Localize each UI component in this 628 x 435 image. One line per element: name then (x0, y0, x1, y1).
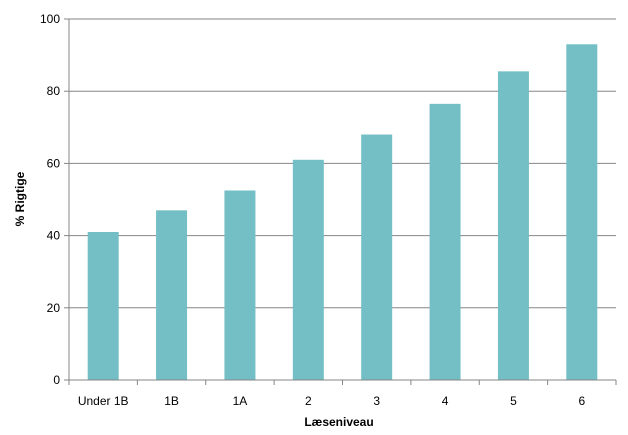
x-tick-label: 1A (233, 394, 248, 408)
y-tick-label: 80 (47, 84, 61, 98)
x-axis-title: Læseniveau (304, 415, 373, 429)
bar (429, 103, 461, 381)
y-tick-label: 100 (40, 12, 60, 26)
bar (87, 231, 119, 380)
x-tick-label: 1B (164, 394, 179, 408)
y-tick-label: 20 (47, 301, 61, 315)
axes (64, 18, 617, 385)
bars (87, 44, 598, 381)
bar (361, 134, 393, 380)
y-tick-label: 0 (53, 373, 60, 387)
x-tick-label: 5 (510, 394, 517, 408)
bar (224, 190, 256, 380)
x-tick-label: 3 (373, 394, 380, 408)
bar (566, 44, 598, 381)
bar (497, 71, 529, 380)
y-tick-labels: 0 20 40 60 80 100 (40, 12, 60, 387)
y-axis-title: % Rigtige (13, 171, 27, 226)
x-tick-label: Under 1B (78, 394, 129, 408)
gridlines (69, 18, 616, 309)
x-tick-label: 6 (578, 394, 585, 408)
x-tick-label: 4 (442, 394, 449, 408)
x-tick-labels: Under 1B 1B 1A 2 3 4 5 6 (78, 394, 586, 408)
y-tick-label: 40 (47, 229, 61, 243)
y-tick-label: 60 (47, 156, 61, 170)
bar (156, 210, 188, 380)
bar (292, 159, 324, 380)
x-tick-label: 2 (305, 394, 312, 408)
